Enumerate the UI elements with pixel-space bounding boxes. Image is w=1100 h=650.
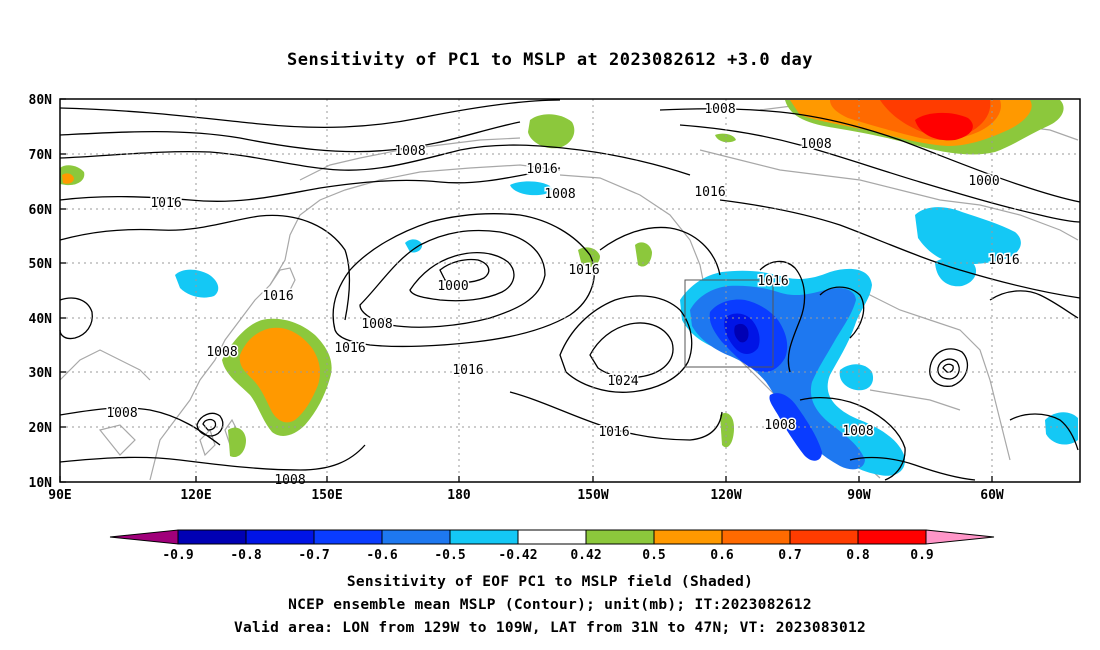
contour-label: 1008 (361, 317, 392, 332)
colorbar-label: -0.9 (162, 548, 193, 563)
tick-marks (59, 98, 993, 483)
colorbar (109, 529, 995, 545)
colorbar-label: -0.6 (366, 548, 397, 563)
lat-tick-label: 60N (29, 203, 53, 218)
contour-label: 1016 (694, 185, 725, 200)
shade-positive-small-6 (228, 427, 246, 458)
shade-positive-small-1 (528, 114, 575, 149)
contour-label: 1008 (704, 102, 735, 117)
shade-negative-caribbean (1045, 412, 1078, 445)
contour-label-partial: 1008 (274, 473, 305, 488)
colorbar-label: 0.5 (642, 548, 665, 563)
contour-label: 1008 (800, 137, 831, 152)
caption-line-3: Valid area: LON from 129W to 109W, LAT f… (233, 620, 867, 636)
lon-tick-label: 150W (577, 488, 608, 503)
shade-negative-asia-3 (405, 239, 423, 253)
gridlines (60, 99, 1080, 482)
shade-negative-coastal-streak (769, 393, 822, 461)
colorbar-swatch (789, 529, 859, 545)
lat-tick-label: 50N (29, 257, 53, 272)
contour-label: 1008 (106, 406, 137, 421)
colorbar-label: 0.6 (710, 548, 734, 563)
contour-label: 1016 (452, 363, 483, 378)
contour-label: 1008 (206, 345, 237, 360)
contour-label: 1016 (150, 196, 181, 211)
contour-label: 1000 (437, 279, 468, 294)
lat-tick-label: 80N (29, 93, 53, 108)
contour-label: 1016 (568, 263, 599, 278)
lat-tick-label: 30N (29, 366, 53, 381)
colorbar-label: 0.42 (570, 548, 601, 563)
lon-tick-label: 120W (710, 488, 741, 503)
colorbar-labels: -0.9 -0.8 -0.7 -0.6 -0.5 -0.42 0.42 0.5 … (162, 548, 933, 563)
colorbar-swatch (177, 529, 247, 545)
contour-label: 1008 (842, 424, 873, 439)
contour-label: 1000 (968, 174, 999, 189)
colorbar-swatch (245, 529, 315, 545)
colorbar-label: 0.8 (846, 548, 870, 563)
colorbar-swatch (585, 529, 655, 545)
colorbar-swatch (381, 529, 451, 545)
shade-negative-asia-1 (175, 269, 219, 298)
plot-frame (59, 98, 1081, 483)
colorbar-label: -0.8 (230, 548, 261, 563)
lat-labels: 80N 70N 60N 50N 40N 30N 20N 10N (29, 93, 53, 491)
colorbar-arrow-low (109, 529, 179, 545)
lon-labels: 90E 120E 150E 180 150W 120W 90W 60W (48, 488, 1004, 503)
contour-label: 1016 (334, 341, 365, 356)
contour-label: 1008 (764, 418, 795, 433)
shade-negative-northeast (915, 207, 1021, 265)
shade-positive-small-8 (715, 133, 736, 143)
colorbar-label: 0.9 (910, 548, 933, 563)
colorbar-swatch (449, 529, 519, 545)
colorbar-swatch (653, 529, 723, 545)
lat-tick-label: 40N (29, 312, 53, 327)
contour-label: 1016 (757, 274, 788, 289)
lon-tick-label: 180 (447, 488, 471, 503)
colorbar-label: -0.5 (434, 548, 465, 563)
contour-label: 1016 (526, 162, 557, 177)
colorbar-swatch (857, 529, 927, 545)
shade-positive-east-asia-core (239, 327, 320, 423)
shade-negative-eastern-pacific-deep (734, 323, 749, 343)
shade-positive-north-america-red3 (915, 112, 973, 141)
colorbar-swatch (517, 529, 587, 545)
colorbar-swatch (313, 529, 383, 545)
colorbar-label: -0.7 (298, 548, 329, 563)
lat-tick-label: 10N (29, 476, 53, 491)
colorbar-swatch (721, 529, 791, 545)
lon-tick-label: 90W (847, 488, 871, 503)
sensitivity-map: 1008 1008 1008 1016 1016 1008 1016 1016 … (29, 93, 1081, 563)
mslp-contours (59, 99, 1081, 481)
contour-label: 1008 (394, 144, 425, 159)
contour-label: 1016 (598, 425, 629, 440)
contour-labels: 1008 1008 1008 1016 1016 1008 1016 1016 … (105, 101, 1021, 442)
contour-label: 1016 (988, 253, 1019, 268)
valid-area-box (684, 279, 774, 368)
contour-label: 1008 (544, 187, 575, 202)
shade-positive-small-5 (635, 242, 652, 267)
lon-tick-label: 150E (311, 488, 342, 503)
shade-negative-gulf (839, 364, 874, 391)
colorbar-label: -0.42 (498, 548, 537, 563)
colorbar-label: 0.7 (778, 548, 801, 563)
colorbar-arrow-high (925, 529, 995, 545)
map-title: Sensitivity of PC1 to MSLP at 2023082612… (286, 50, 813, 70)
contour-label: 1024 (607, 374, 638, 389)
shade-negative-asia-2 (510, 181, 552, 196)
lon-tick-label: 60W (980, 488, 1004, 503)
caption-line-1: Sensitivity of EOF PC1 to MSLP field (Sh… (346, 574, 754, 590)
contour-label: 1016 (262, 289, 293, 304)
shade-positive-small-4 (578, 247, 600, 268)
lat-tick-label: 20N (29, 421, 53, 436)
lon-tick-label: 90E (48, 488, 71, 503)
shade-positive-small-3 (62, 173, 74, 184)
shade-positive-small-7 (720, 412, 734, 448)
lon-tick-label: 120E (180, 488, 211, 503)
lat-tick-label: 70N (29, 148, 53, 163)
caption-line-2: NCEP ensemble mean MSLP (Contour); unit(… (288, 597, 812, 613)
